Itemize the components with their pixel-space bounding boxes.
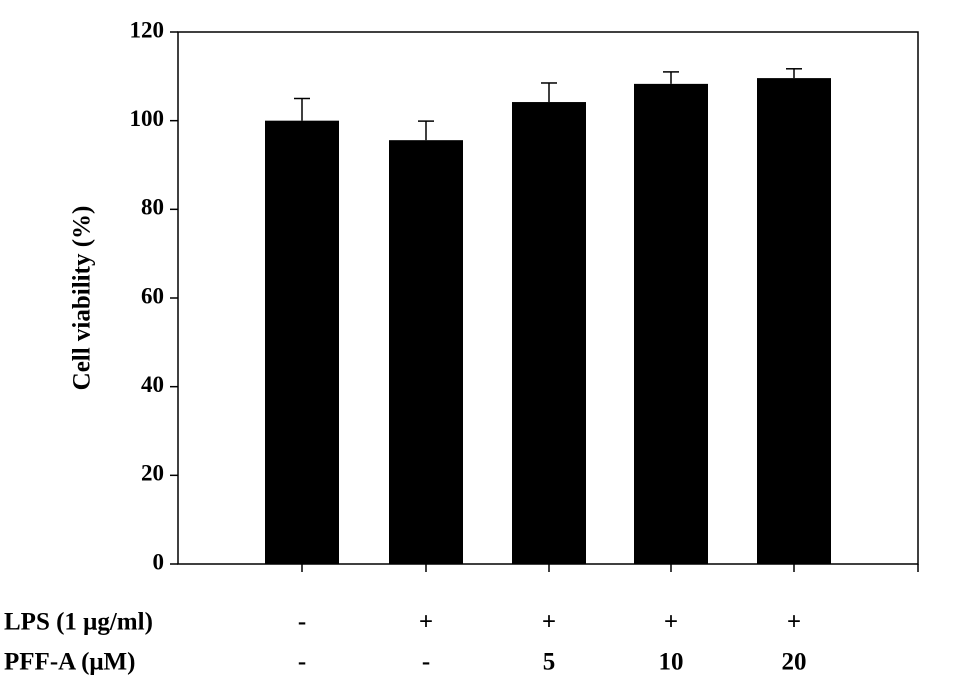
x-tick-label: 10 xyxy=(659,649,684,676)
x-tick-label: 20 xyxy=(782,649,807,676)
x-tick-label: 5 xyxy=(543,649,556,676)
x-tick-label: + xyxy=(542,609,556,636)
bar xyxy=(757,78,831,565)
bar xyxy=(265,120,339,565)
y-tick-label: 100 xyxy=(130,106,165,131)
x-tick-label: - xyxy=(298,609,306,636)
y-tick-label: 20 xyxy=(141,461,164,486)
x-tick-label: - xyxy=(298,649,306,676)
bar xyxy=(389,140,463,564)
y-tick-label: 80 xyxy=(141,195,164,220)
x-tick-label: + xyxy=(664,609,678,636)
y-tick-label: 0 xyxy=(153,549,165,574)
y-tick-label: 40 xyxy=(141,372,164,397)
y-tick-label: 60 xyxy=(141,283,164,308)
y-axis-label: Cell viability (%) xyxy=(69,206,96,391)
bar xyxy=(512,102,586,565)
x-tick-label: - xyxy=(422,649,430,676)
row-label: LPS (1 μg/ml) xyxy=(4,609,153,636)
row-label: PFF-A (μM) xyxy=(4,649,135,676)
x-tick-label: + xyxy=(787,609,801,636)
x-tick-label: + xyxy=(419,609,433,636)
bar xyxy=(634,83,708,565)
y-tick-label: 120 xyxy=(130,17,165,42)
